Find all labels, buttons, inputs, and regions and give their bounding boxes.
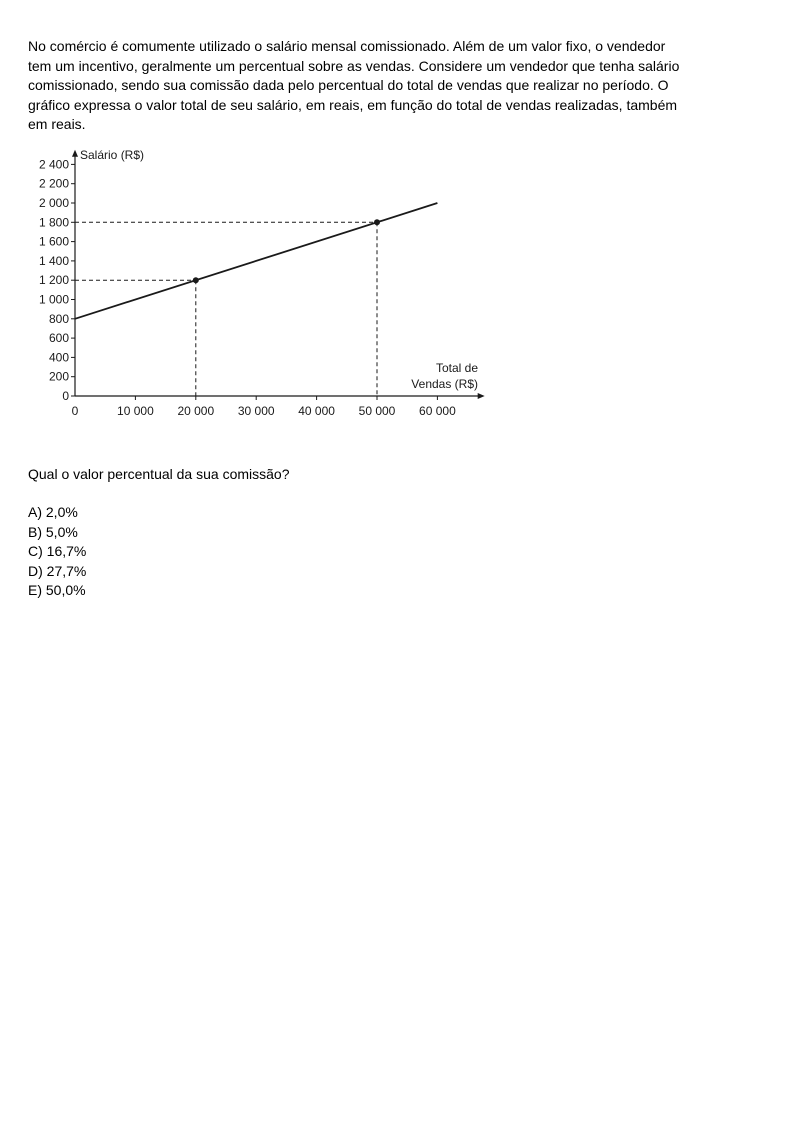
option-text: 50,0% xyxy=(45,582,86,599)
answer-options: A) 2,0% B) 5,0% C) 16,7% D) 27,7% E) 50,… xyxy=(28,503,86,601)
y-tick-label: 600 xyxy=(49,331,69,345)
salary-chart-svg: 0 200 400 600 800 1 000 1 200 1 400 1 600 1 800 2 … xyxy=(39,148,485,418)
x-tick-label: 60 000 xyxy=(419,404,456,418)
paragraph-line: No comércio é comumente utilizado o salá… xyxy=(28,38,666,54)
y-tick-label: 0 xyxy=(62,389,69,403)
x-tick-label: 30 000 xyxy=(238,404,275,418)
option-letter: A) xyxy=(28,504,42,520)
option-e[interactable]: E) 50,0% xyxy=(28,581,86,601)
salary-line xyxy=(74,202,438,320)
y-tick-label: 1 200 xyxy=(39,273,69,287)
option-b[interactable]: B) 5,0% xyxy=(28,523,86,543)
y-tick-label: 1 600 xyxy=(39,235,69,249)
y-tick-label: 800 xyxy=(49,312,69,326)
x-tick-label: 0 xyxy=(72,404,79,418)
option-letter: C) xyxy=(28,543,43,560)
option-a[interactable]: A) 2,0% xyxy=(28,503,86,523)
option-d[interactable]: D) 27,7% xyxy=(28,562,86,582)
option-letter: D) xyxy=(28,562,43,579)
y-tick-label: 1 000 xyxy=(39,293,69,307)
x-axis-arrow xyxy=(477,393,485,399)
x-tick-label: 50 000 xyxy=(359,404,396,418)
x-tick-label: 40 000 xyxy=(298,404,335,418)
y-axis-label: Salário (R$) xyxy=(80,148,144,162)
paragraph-line: em reais. xyxy=(28,116,86,133)
paragraph-line: tem um incentivo, geralmente um percentu… xyxy=(28,57,680,74)
question-paragraph: No comércio é comumente utilizado o salá… xyxy=(28,37,718,135)
paragraph-line: comissionado, sendo sua comissão dada pe… xyxy=(28,77,669,94)
y-axis-arrow xyxy=(72,149,78,157)
option-c[interactable]: C) 16,7% xyxy=(28,542,86,562)
option-letter: B) xyxy=(28,523,42,540)
data-point xyxy=(192,277,199,284)
option-text: 16,7% xyxy=(46,543,87,560)
y-tick-label: 200 xyxy=(49,370,69,384)
y-tick-label: 2 200 xyxy=(39,177,69,191)
option-text: 27,7% xyxy=(46,562,87,579)
data-point xyxy=(374,219,380,226)
x-axis-label: Total de xyxy=(436,361,478,375)
question-prompt: Qual o valor percentual da sua comissão? xyxy=(28,466,290,482)
option-text: 5,0% xyxy=(45,523,78,540)
y-tick-label: 1 400 xyxy=(39,254,69,268)
x-tick-label: 20 000 xyxy=(177,404,214,418)
x-axis-label: Vendas (R$) xyxy=(411,377,478,391)
salary-chart: 0 200 400 600 800 1 000 1 200 1 400 1 600 1 800 2 … xyxy=(0,140,520,430)
y-tick-label: 1 800 xyxy=(39,215,69,229)
x-tick-label: 10 000 xyxy=(117,404,154,418)
y-tick-label: 2 000 xyxy=(39,196,69,210)
option-text: 2,0% xyxy=(45,504,78,520)
y-tick-label: 400 xyxy=(49,350,69,364)
y-tick-label: 2 400 xyxy=(39,157,69,171)
paragraph-line: gráfico expressa o valor total de seu sa… xyxy=(28,96,678,113)
option-letter: E) xyxy=(28,582,42,599)
